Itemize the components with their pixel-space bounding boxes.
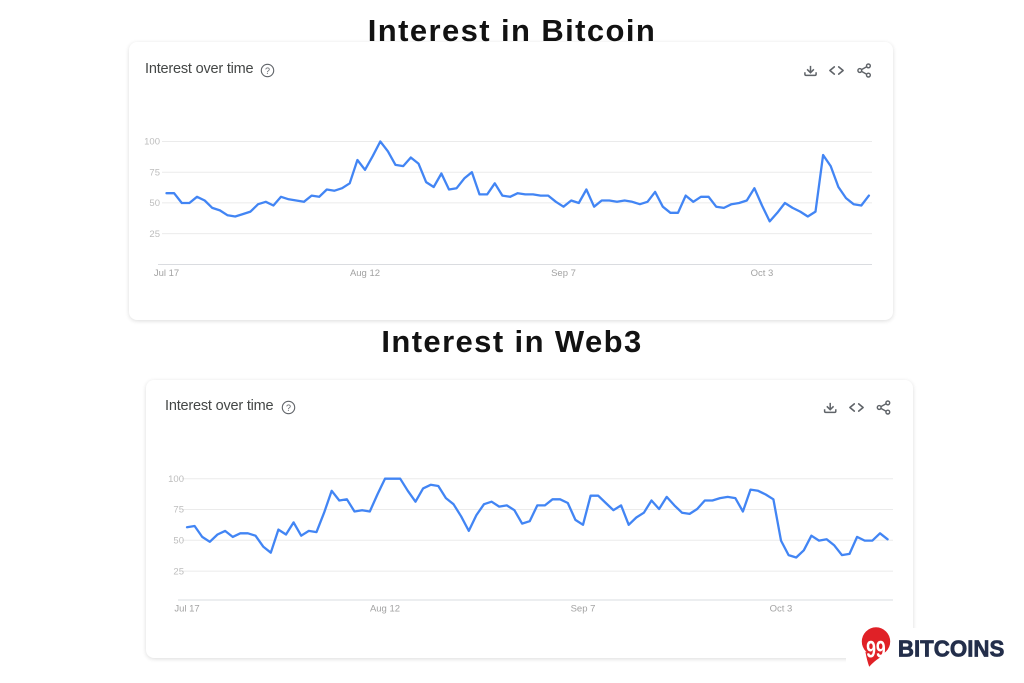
svg-text:Oct 3: Oct 3 <box>751 268 774 279</box>
svg-text:25: 25 <box>173 566 184 577</box>
svg-text:Oct 3: Oct 3 <box>770 604 793 615</box>
svg-text:25: 25 <box>149 229 160 240</box>
svg-text:?: ? <box>286 403 291 413</box>
svg-text:Jul 17: Jul 17 <box>174 604 199 615</box>
svg-text:50: 50 <box>173 536 184 547</box>
svg-text:Jul 17: Jul 17 <box>154 268 179 279</box>
svg-text:75: 75 <box>173 505 184 516</box>
svg-text:BITCOINS: BITCOINS <box>898 636 1005 662</box>
svg-text:99: 99 <box>866 636 886 663</box>
svg-text:100: 100 <box>144 137 160 148</box>
svg-text:Sep 7: Sep 7 <box>571 604 596 615</box>
svg-text:Sep 7: Sep 7 <box>551 268 576 279</box>
svg-text:Aug 12: Aug 12 <box>350 268 380 279</box>
svg-text:75: 75 <box>149 167 160 178</box>
svg-text:50: 50 <box>149 198 160 209</box>
svg-text:100: 100 <box>168 474 184 485</box>
svg-text:?: ? <box>265 66 270 76</box>
svg-text:Aug 12: Aug 12 <box>370 604 400 615</box>
